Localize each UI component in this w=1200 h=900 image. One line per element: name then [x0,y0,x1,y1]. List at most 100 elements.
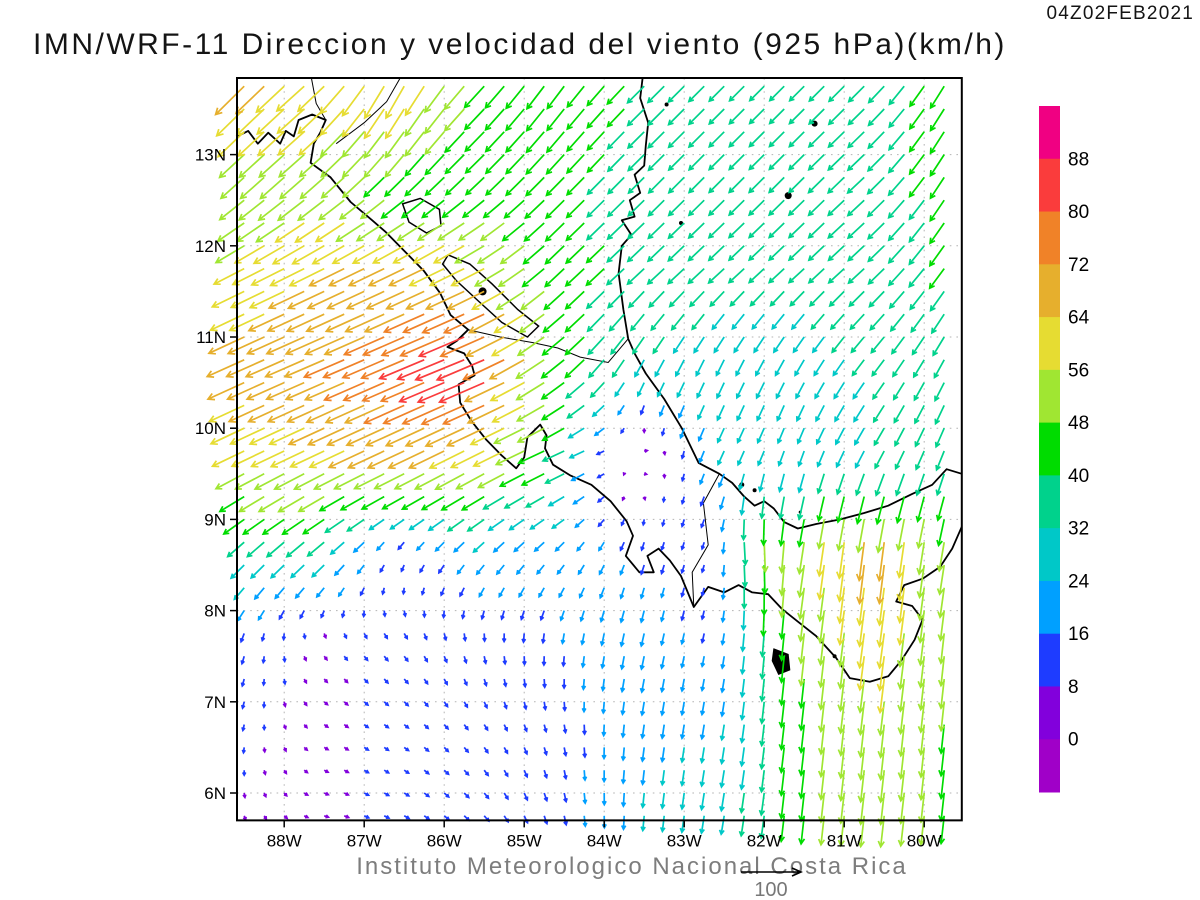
wind-arrow [836,542,846,580]
wind-arrow [640,770,646,786]
wind-arrow [626,85,645,105]
colorbar-segment [1039,264,1060,318]
wind-arrow [611,359,625,379]
wind-arrow [596,495,605,503]
wind-arrow [333,564,345,577]
wind-arrow [596,473,605,479]
y-tick-label: 7N [204,693,226,712]
wind-arrow [352,541,365,554]
wind-arrow [713,336,725,354]
wind-arrow [421,199,445,219]
wind-arrow [697,427,705,443]
wind-arrow [658,405,665,418]
wind-arrow [443,108,465,132]
wind-arrow [517,450,545,465]
wind-arrow [522,701,528,711]
wind-arrow [341,131,365,158]
wind-arrow [893,404,905,424]
wind-arrow [647,199,665,217]
wind-arrow [375,541,385,552]
wind-arrow [847,131,865,149]
wind-arrow [420,404,465,426]
wind-arrow [516,336,545,357]
wind-arrow [938,724,946,755]
wind-arrow [441,404,485,426]
colorbar-segment [1039,369,1060,424]
wind-arrow [727,176,745,194]
source-caption: Instituto Meteorologico Nacional Costa R… [356,853,908,880]
wind-arrow [708,108,725,126]
plot-frame [236,77,963,822]
wind-arrow [343,678,349,684]
wind-arrow [437,222,465,241]
wind-arrow [366,450,405,470]
wind-arrow [854,427,865,446]
wind-arrow [917,770,926,802]
x-tick-label: 84W [587,831,622,850]
wind-arrow [542,701,548,712]
wind-arrow [915,473,926,497]
wind-arrow [872,382,885,401]
wind-arrow [367,267,405,287]
wind-arrow [913,382,925,402]
wind-arrow [895,496,906,525]
wind-arrow [566,404,585,419]
wind-arrow [443,85,465,111]
wind-arrow [749,290,765,307]
wind-arrow [303,814,310,819]
wind-arrow [600,678,606,693]
wind-arrow [439,336,485,358]
wind-arrow [639,701,646,717]
wind-arrow [242,792,247,800]
wind-arrow [700,610,706,621]
wind-arrow [736,427,745,445]
wind-arrow [423,655,429,663]
wind-arrow [363,404,405,425]
wind-arrow [585,222,605,241]
wind-arrow [444,131,465,154]
wind-arrow [937,656,946,688]
wind-arrow [363,746,370,751]
wind-arrow [403,815,411,820]
wind-arrow [679,747,686,764]
wind-arrow [347,267,385,287]
wind-arrow [739,747,746,768]
wind-arrow [599,587,605,600]
wind-arrow [687,199,705,217]
country-border [468,329,629,364]
chart-title: IMN/WRF-11 Direccion y velocidad del vie… [33,28,1007,61]
wind-arrow [772,336,785,354]
wind-arrow [620,747,627,762]
wind-arrow [214,85,245,116]
wind-arrow [758,747,766,771]
wind-arrow [503,746,509,755]
wind-arrow [343,723,350,729]
wind-arrow [404,131,425,157]
wind-arrow [620,770,627,785]
colorbar-label: 56 [1068,360,1089,381]
wind-arrow [262,792,267,799]
wind-arrow [797,473,806,494]
wind-arrow [282,724,287,731]
wind-arrow [599,633,606,647]
wind-arrow [775,382,785,400]
wind-arrow [581,678,587,691]
wind-arrow [281,633,287,642]
wind-arrow [538,587,545,599]
wind-arrow [659,633,666,647]
colorbar-segment [1039,739,1060,793]
wind-arrow [404,176,425,197]
wind-arrow [325,290,365,310]
wind-arrow [522,678,528,689]
wind-arrow [847,85,865,103]
wind-arrow [867,245,885,263]
wind-arrow [228,427,265,446]
wind-arrow [908,199,925,221]
wind-arrow [285,313,325,333]
wind-arrow [896,610,906,647]
wind-arrow [687,85,705,103]
x-tick-label: 80W [907,831,942,850]
wind-arrow [482,633,487,643]
wind-arrow [748,131,765,148]
wind-arrow [759,678,766,703]
